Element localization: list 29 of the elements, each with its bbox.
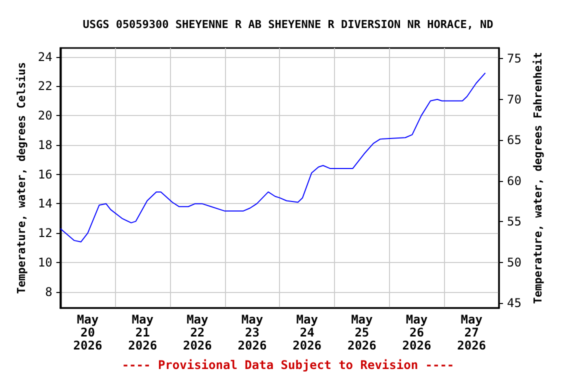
y-tick-label: 20 bbox=[38, 108, 52, 123]
x-tick-label: May 26 2026 bbox=[402, 312, 432, 352]
y-axis-title: Temperature, water, degrees Celsius bbox=[15, 62, 28, 294]
x-tick-label: May 21 2026 bbox=[128, 312, 158, 352]
y-tick-label: 12 bbox=[38, 226, 52, 240]
text: ---- Provisional Data Subject to Revision ---- bbox=[122, 358, 454, 372]
x-tick-label: May 25 2026 bbox=[347, 312, 376, 352]
y-tick-label: 8 bbox=[45, 284, 52, 299]
x-tick-label: May 23 2026 bbox=[238, 312, 267, 352]
y2-tick-label: 45 bbox=[507, 296, 522, 310]
y-tick-label: 24 bbox=[38, 50, 52, 64]
y2-axis-title: Temperature, water, degrees Fahrenheit bbox=[531, 52, 544, 304]
y-tick-label: 10 bbox=[38, 255, 52, 270]
y-tick-label: 18 bbox=[38, 138, 52, 152]
y2-tick-label: 55 bbox=[507, 214, 522, 229]
line-series bbox=[60, 72, 486, 242]
y2-tick-label: 75 bbox=[507, 52, 522, 66]
x-tick-label: May 22 2026 bbox=[182, 312, 212, 352]
x-tick-label: May 24 2026 bbox=[292, 312, 322, 352]
y2-tick-label: 70 bbox=[507, 92, 522, 106]
y-tick-label: 16 bbox=[38, 167, 52, 182]
chart-title: USGS 05059300 SHEYENNE R AB SHEYENNE R DIVERSION NR HORACE, ND bbox=[82, 18, 494, 31]
y2-tick-label: 65 bbox=[507, 133, 522, 148]
x-tick-label: May 20 2026 bbox=[73, 312, 102, 352]
y-tick-label: 14 bbox=[38, 196, 52, 211]
x-tick-label: May 27 2026 bbox=[457, 312, 486, 352]
y2-tick-label: 60 bbox=[507, 174, 522, 188]
y-tick-label: 22 bbox=[38, 79, 52, 94]
y2-tick-label: 50 bbox=[507, 255, 522, 270]
